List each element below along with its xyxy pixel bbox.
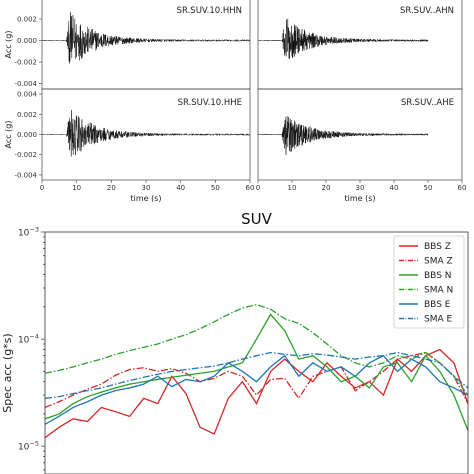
chart-title: SUV xyxy=(241,210,273,228)
channel-label: SR.SUV.10.HHN xyxy=(177,6,242,16)
x-tick-label: 40 xyxy=(176,184,185,192)
y-tick-label: 0.002 xyxy=(17,15,37,23)
y-tick-label: 10−5 xyxy=(18,440,39,453)
y-axis-label: Acc (g) xyxy=(4,31,13,59)
y-axis-label: Spec acc (g*s) xyxy=(1,333,14,412)
series-line xyxy=(45,351,468,409)
y-tick-label: -0.004 xyxy=(14,171,37,179)
x-tick-label: 30 xyxy=(142,184,151,192)
series-line xyxy=(45,351,468,399)
waveform-panel: SR.SUV..AHN xyxy=(257,0,463,90)
legend-label: BBS E xyxy=(424,300,451,310)
y-tick-label: -0.002 xyxy=(14,151,37,159)
y-tick-label: -0.004 xyxy=(14,80,37,88)
series-line xyxy=(45,303,468,396)
tick-base: 10 xyxy=(18,443,30,453)
x-tick-label: 0 xyxy=(256,184,260,192)
x-tick-label: 10 xyxy=(72,184,81,192)
channel-label: SR.SUV.10.HHE xyxy=(178,98,242,108)
legend-label: SMA Z xyxy=(424,257,453,267)
legend-label: SMA N xyxy=(424,286,453,296)
y-tick-label: 0.004 xyxy=(17,91,38,99)
waveform-trace xyxy=(257,116,429,156)
waveform-panel: SR.SUV.10.HHN 0.002 0.000 -0.002 -0.004 Acc (… xyxy=(4,0,251,90)
legend-label: BBS Z xyxy=(424,242,451,252)
x-tick-label: 60 xyxy=(458,184,467,192)
x-axis-label: time (s) xyxy=(130,194,161,203)
y-tick-label: 10−4 xyxy=(18,333,39,346)
y-tick-label: -0.002 xyxy=(14,59,37,67)
y-axis-label: Acc (g) xyxy=(4,121,13,149)
series-line xyxy=(45,348,468,439)
tick-exponent: −5 xyxy=(29,440,39,448)
series-line xyxy=(45,313,468,431)
tick-base: 10 xyxy=(18,229,30,239)
x-tick-label: 10 xyxy=(288,184,297,192)
x-tick-label: 60 xyxy=(246,184,255,192)
x-tick-label: 50 xyxy=(211,184,220,192)
waveform-trace xyxy=(41,110,251,157)
waveform-panel: SR.SUV..AHE 0 10 20 30 40 50 60 time (s) xyxy=(256,88,467,203)
spectra-frame xyxy=(44,231,469,474)
waveform-trace xyxy=(41,12,251,64)
y-tick-label: 0.002 xyxy=(17,111,37,119)
waveform-trace xyxy=(257,18,429,59)
legend-box xyxy=(393,235,465,329)
series-line xyxy=(45,354,468,425)
x-tick-label: 20 xyxy=(107,184,116,192)
legend-label: BBS N xyxy=(424,271,452,281)
tick-base: 10 xyxy=(18,336,30,346)
y-tick-label: 10−3 xyxy=(18,226,39,239)
y-tick-label: 0.000 xyxy=(17,37,37,45)
y-tick-label: 0.000 xyxy=(17,131,37,139)
tick-exponent: −3 xyxy=(29,226,39,234)
channel-label: SR.SUV..AHN xyxy=(400,6,454,16)
waveform-panel: SR.SUV.10.HHE 0.004 0.002 0.000 -0.002 -0.004… xyxy=(4,88,255,203)
x-tick-label: 30 xyxy=(356,184,365,192)
x-tick-label: 40 xyxy=(390,184,399,192)
x-axis-label: time (s) xyxy=(344,194,375,203)
legend-label: SMA E xyxy=(424,315,452,325)
x-tick-label: 0 xyxy=(40,184,44,192)
x-tick-label: 50 xyxy=(424,184,433,192)
tick-exponent: −4 xyxy=(29,333,39,341)
channel-label: SR.SUV..AHE xyxy=(401,98,454,108)
x-tick-label: 20 xyxy=(322,184,331,192)
